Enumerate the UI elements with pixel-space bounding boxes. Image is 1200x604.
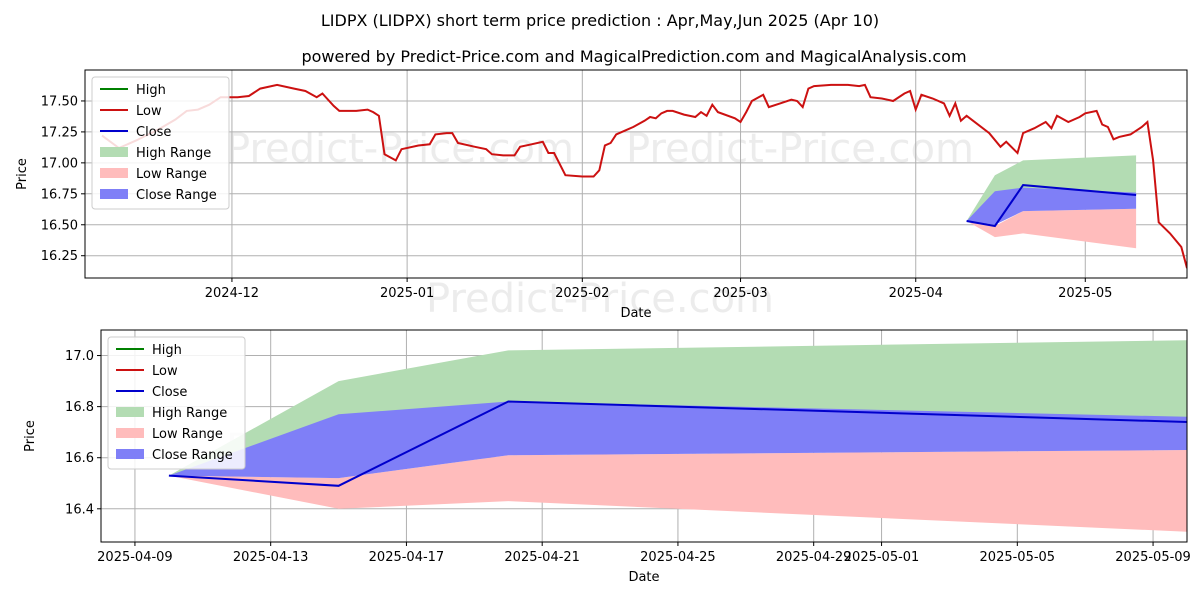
legend-swatch-high-range bbox=[116, 407, 144, 417]
legend-swatch-high-range bbox=[100, 147, 128, 157]
x-tick-label: 2025-01 bbox=[380, 286, 434, 301]
plot-area bbox=[101, 83, 1187, 269]
x-axis-label: Date bbox=[620, 306, 651, 321]
y-tick-label: 16.4 bbox=[65, 502, 94, 517]
x-tick-label: 2025-05-09 bbox=[1115, 550, 1191, 565]
legend-swatch-low-range bbox=[100, 168, 128, 178]
y-tick-label: 17.00 bbox=[41, 156, 78, 171]
x-tick-label: 2025-05-05 bbox=[980, 550, 1056, 565]
x-axis-label: Date bbox=[628, 570, 659, 585]
legend-label-close-range: Close Range bbox=[152, 448, 233, 463]
y-axis-label: Price bbox=[15, 158, 30, 190]
watermark: Predict-Price.com bbox=[226, 126, 574, 172]
y-tick-label: 16.6 bbox=[65, 451, 94, 466]
x-tick-label: 2025-04 bbox=[889, 286, 943, 301]
watermark: Predict-Price.com bbox=[426, 276, 774, 322]
close-series-line bbox=[168, 400, 1187, 487]
x-tick-label: 2025-04-29 bbox=[776, 550, 852, 565]
chart-title: LIDPX (LIDPX) short term price predictio… bbox=[321, 11, 879, 30]
y-axis-label: Price bbox=[23, 420, 38, 452]
x-tick-label: 2025-05-01 bbox=[844, 550, 920, 565]
legend-label-low: Low bbox=[152, 364, 178, 379]
chart-subtitle: powered by Predict-Price.com and Magical… bbox=[301, 47, 966, 66]
legend-swatch-close-range bbox=[116, 449, 144, 459]
plot-frame bbox=[84, 69, 1188, 279]
y-tick-label: 16.50 bbox=[41, 218, 78, 233]
y-tick-label: 16.8 bbox=[65, 400, 94, 415]
y-tick-label: 16.25 bbox=[41, 249, 78, 264]
panel-2: Predict-Price.comPredict-Price.com2025-0… bbox=[23, 329, 1191, 585]
close-range-band bbox=[966, 187, 1137, 225]
y-tick-label: 17.25 bbox=[41, 125, 78, 140]
legend-label-close: Close bbox=[136, 125, 171, 140]
legend-swatch-close-range bbox=[100, 189, 128, 199]
y-tick-label: 17.50 bbox=[41, 94, 78, 109]
legend-label-high: High bbox=[152, 343, 182, 358]
legend-label-high: High bbox=[136, 83, 166, 98]
x-tick-label: 2025-02 bbox=[555, 286, 609, 301]
panel-1: Predict-Price.com Predict-Price.com Predic… bbox=[15, 69, 1188, 322]
low-range-band bbox=[168, 450, 1187, 532]
legend-label-low-range: Low Range bbox=[152, 427, 223, 442]
x-tick-label: 2025-05 bbox=[1058, 286, 1112, 301]
x-tick-label: 2025-03 bbox=[713, 286, 767, 301]
watermark: Predict-Price.com bbox=[626, 126, 974, 172]
x-tick-label: 2025-04-25 bbox=[640, 550, 716, 565]
plot-area bbox=[168, 340, 1187, 532]
low-series-line bbox=[101, 83, 1187, 269]
legend-label-high-range: High Range bbox=[152, 406, 227, 421]
y-tick-label: 16.75 bbox=[41, 187, 78, 202]
x-tick-label: 2025-04-13 bbox=[233, 550, 309, 565]
x-tick-label: 2025-04-09 bbox=[97, 550, 173, 565]
legend-swatch-low-range bbox=[116, 428, 144, 438]
close-series-line bbox=[966, 184, 1137, 228]
legend-label-low-range: Low Range bbox=[136, 167, 207, 182]
low-range-band bbox=[966, 208, 1137, 249]
y-tick-label: 17.0 bbox=[65, 349, 94, 364]
legend-label-high-range: High Range bbox=[136, 146, 211, 161]
legend-label-close: Close bbox=[152, 385, 187, 400]
legend-label-close-range: Close Range bbox=[136, 188, 217, 203]
x-tick-label: 2025-04-21 bbox=[504, 550, 580, 565]
x-tick-label: 2024-12 bbox=[205, 286, 259, 301]
plot-frame bbox=[100, 329, 1188, 543]
close-range-band bbox=[168, 401, 1187, 479]
x-tick-label: 2025-04-17 bbox=[369, 550, 445, 565]
legend-label-low: Low bbox=[136, 104, 162, 119]
